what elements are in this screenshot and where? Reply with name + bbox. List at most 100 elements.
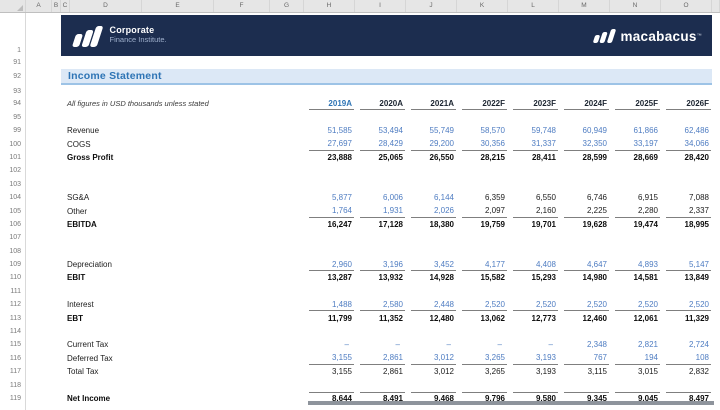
- value-cell[interactable]: 6,550: [508, 191, 559, 204]
- row-label[interactable]: EBT: [67, 313, 83, 323]
- value-cell[interactable]: 6,915: [610, 191, 661, 204]
- value-cell[interactable]: 3,155: [304, 352, 355, 366]
- value-cell[interactable]: 23,888: [304, 151, 355, 164]
- row-label[interactable]: COGS: [67, 139, 91, 149]
- value-cell[interactable]: 4,647: [559, 258, 610, 272]
- value-cell[interactable]: 1,931: [355, 204, 406, 218]
- value-cell[interactable]: 59,748: [508, 124, 559, 137]
- row-number-112[interactable]: 112: [9, 301, 21, 309]
- value-cell[interactable]: 12,460: [559, 311, 610, 324]
- value-cell[interactable]: 2,580: [355, 298, 406, 312]
- row-number-104[interactable]: 104: [9, 194, 21, 202]
- value-cell[interactable]: 29,200: [406, 137, 457, 151]
- column-header-I[interactable]: I: [355, 0, 406, 12]
- column-header-C[interactable]: C: [61, 0, 70, 12]
- value-cell[interactable]: 2,520: [610, 298, 661, 312]
- row-number-95[interactable]: 95: [13, 113, 21, 121]
- column-header-E[interactable]: E: [142, 0, 214, 12]
- column-header-J[interactable]: J: [406, 0, 457, 12]
- value-cell[interactable]: 11,799: [304, 311, 355, 324]
- value-cell[interactable]: 108: [661, 352, 712, 366]
- value-cell[interactable]: 2,861: [355, 352, 406, 366]
- value-cell[interactable]: 13,287: [304, 271, 355, 284]
- value-cell[interactable]: 30,356: [457, 137, 508, 151]
- value-cell[interactable]: 51,585: [304, 124, 355, 137]
- value-cell[interactable]: 18,380: [406, 218, 457, 231]
- value-cell[interactable]: 6,359: [457, 191, 508, 204]
- value-cell[interactable]: –: [355, 338, 406, 351]
- value-cell[interactable]: 2,520: [661, 298, 712, 312]
- value-cell[interactable]: 2,832: [661, 365, 712, 378]
- value-cell[interactable]: 2,960: [304, 258, 355, 272]
- row-label[interactable]: EBITDA: [67, 219, 97, 229]
- row-label[interactable]: Current Tax: [67, 340, 109, 350]
- year-header-2024F[interactable]: 2024F: [559, 97, 610, 110]
- row-number-118[interactable]: 118: [9, 381, 21, 389]
- value-cell[interactable]: 3,115: [559, 365, 610, 378]
- column-header-K[interactable]: K: [457, 0, 508, 12]
- value-cell[interactable]: 4,408: [508, 258, 559, 272]
- value-cell[interactable]: 3,012: [406, 365, 457, 378]
- value-cell[interactable]: 12,773: [508, 311, 559, 324]
- year-header-2020A[interactable]: 2020A: [355, 97, 406, 110]
- year-header-2019A[interactable]: 2019A: [304, 97, 355, 110]
- value-cell[interactable]: 25,065: [355, 151, 406, 164]
- row-label[interactable]: Revenue: [67, 126, 100, 136]
- year-header-2026F[interactable]: 2026F: [661, 97, 712, 110]
- year-header-2023F[interactable]: 2023F: [508, 97, 559, 110]
- value-cell[interactable]: 14,928: [406, 271, 457, 284]
- row-number-102[interactable]: 102: [9, 167, 21, 175]
- row-label[interactable]: Total Tax: [67, 367, 99, 377]
- value-cell[interactable]: 8,491: [355, 391, 406, 405]
- column-header-F[interactable]: F: [214, 0, 270, 12]
- value-cell[interactable]: 9,580: [508, 391, 559, 405]
- column-header-A[interactable]: A: [26, 0, 52, 12]
- value-cell[interactable]: 26,550: [406, 151, 457, 164]
- value-cell[interactable]: 2,724: [661, 338, 712, 351]
- row-number-108[interactable]: 108: [9, 247, 21, 255]
- value-cell[interactable]: 2,225: [559, 204, 610, 218]
- row-number-110[interactable]: 110: [9, 274, 21, 282]
- row-number-91[interactable]: 91: [13, 59, 21, 66]
- value-cell[interactable]: 3,155: [304, 365, 355, 378]
- row-number-106[interactable]: 106: [9, 220, 21, 228]
- title-row[interactable]: Income Statement: [26, 68, 720, 85]
- value-cell[interactable]: 28,420: [661, 151, 712, 164]
- row-number-1[interactable]: 1: [17, 47, 21, 54]
- row-label[interactable]: Depreciation: [67, 260, 112, 270]
- value-cell[interactable]: 27,697: [304, 137, 355, 151]
- row-number-93[interactable]: 93: [13, 87, 21, 95]
- value-cell[interactable]: 2,861: [355, 365, 406, 378]
- value-cell[interactable]: 18,995: [661, 218, 712, 231]
- value-cell[interactable]: 1,764: [304, 204, 355, 218]
- column-header-M[interactable]: M: [559, 0, 610, 12]
- row-number-109[interactable]: 109: [9, 261, 21, 269]
- value-cell[interactable]: 2,337: [661, 204, 712, 218]
- value-cell[interactable]: 11,329: [661, 311, 712, 324]
- row-label[interactable]: Deferred Tax: [67, 353, 113, 363]
- row-number-111[interactable]: 111: [10, 287, 21, 295]
- row-number-101[interactable]: 101: [9, 153, 21, 161]
- value-cell[interactable]: 19,701: [508, 218, 559, 231]
- value-cell[interactable]: 3,193: [508, 365, 559, 378]
- row-number-116[interactable]: 116: [9, 354, 21, 362]
- value-cell[interactable]: 2,520: [559, 298, 610, 312]
- value-cell[interactable]: 8,644: [304, 391, 355, 405]
- row-number-115[interactable]: 115: [9, 341, 21, 349]
- value-cell[interactable]: 33,197: [610, 137, 661, 151]
- value-cell[interactable]: 1,488: [304, 298, 355, 312]
- value-cell[interactable]: 13,849: [661, 271, 712, 284]
- value-cell[interactable]: 61,866: [610, 124, 661, 137]
- column-header-B[interactable]: B: [52, 0, 61, 12]
- value-cell[interactable]: 9,345: [559, 391, 610, 405]
- value-cell[interactable]: 19,474: [610, 218, 661, 231]
- row-number-92[interactable]: 92: [13, 73, 21, 80]
- value-cell[interactable]: 6,746: [559, 191, 610, 204]
- column-header-H[interactable]: H: [304, 0, 355, 12]
- column-header-O[interactable]: O: [661, 0, 712, 12]
- value-cell[interactable]: 19,628: [559, 218, 610, 231]
- column-header-L[interactable]: L: [508, 0, 559, 12]
- value-cell[interactable]: 62,486: [661, 124, 712, 137]
- value-cell[interactable]: 6,144: [406, 191, 457, 204]
- row-label[interactable]: Interest: [67, 300, 94, 310]
